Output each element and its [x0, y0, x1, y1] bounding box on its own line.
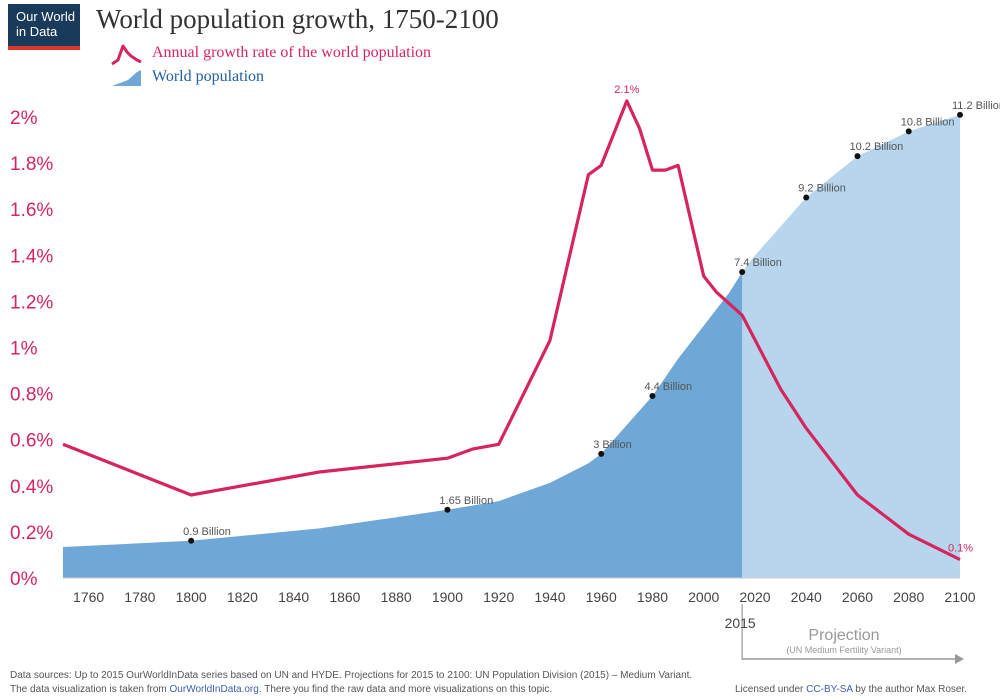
population-point-1 — [444, 506, 451, 513]
population-area-layer — [63, 114, 960, 579]
population-label-0: 0.9 Billion — [183, 526, 231, 538]
x-tick-label-2020: 2020 — [739, 589, 770, 605]
projection-label: Projection — [808, 627, 879, 644]
axes-layer: 0% 0.2% 0.4% 0.6% 0.8% 1% 1.2% 1.4% 1.6% 1.8% 2% 17… — [10, 108, 976, 664]
x-tick-label-1860: 1860 — [329, 589, 360, 605]
y-tick-label-3: 0.6% — [10, 431, 53, 452]
y-tick-label-5: 1% — [10, 339, 38, 360]
x-tick-label-1900: 1900 — [432, 589, 463, 605]
population-point-4 — [739, 268, 746, 275]
x-tick-label-1980: 1980 — [637, 589, 668, 605]
y-tick-label-2: 0.4% — [10, 477, 53, 498]
y-tick-label-0: 0% — [10, 569, 38, 590]
x-tick-label-1880: 1880 — [381, 589, 412, 605]
legend-population-icon — [112, 70, 141, 86]
x-tick-label-1780: 1780 — [124, 589, 155, 605]
population-label-4: 7.4 Billion — [734, 257, 782, 269]
projection-sublabel: (UN Medium Fertility Variant) — [786, 645, 901, 655]
license-link[interactable]: CC-BY-SA — [806, 684, 853, 695]
projection-arrowhead — [955, 654, 964, 664]
x-tick-label-1960: 1960 — [586, 589, 617, 605]
footer-license: Licensed under CC-BY-SA by the author Ma… — [735, 684, 967, 695]
population-label-5: 9.2 Billion — [798, 183, 846, 195]
x-tick-label-2015: 2015 — [725, 615, 756, 631]
population-points-layer: 0.9 Billion 1.65 Billion 3 Billion 4.4 Bill… — [183, 100, 1000, 544]
x-tick-label-1840: 1840 — [278, 589, 309, 605]
y-tick-label-9: 1.8% — [10, 154, 53, 175]
x-tick-label-2100: 2100 — [944, 589, 975, 605]
y-tick-label-10: 2% — [10, 108, 38, 129]
x-tick-label-1920: 1920 — [483, 589, 514, 605]
logo-line-1: Our World — [16, 9, 75, 24]
x-tick-label-1760: 1760 — [73, 589, 104, 605]
population-label-3: 4.4 Billion — [644, 381, 692, 393]
x-tick-label-2000: 2000 — [688, 589, 719, 605]
chart-title: World population growth, 1750-2100 — [96, 4, 499, 34]
license-suffix: by the author Max Roser. — [852, 684, 968, 695]
x-tick-label-2040: 2040 — [791, 589, 822, 605]
population-point-8 — [957, 111, 963, 118]
footer-viz-note: The data visualization is taken from Our… — [10, 684, 552, 695]
legend-growth-label: Annual growth rate of the world populati… — [152, 44, 432, 61]
legend-growth-icon — [111, 44, 142, 66]
population-point-7 — [905, 128, 912, 135]
owid-link[interactable]: OurWorldInData.org — [169, 684, 259, 695]
owid-logo: Our World in Data — [8, 4, 80, 50]
footer-sources: Data sources: Up to 2015 OurWorldInData … — [10, 670, 693, 681]
logo-line-2: in Data — [16, 24, 58, 39]
x-tick-label-1820: 1820 — [227, 589, 258, 605]
population-area-historical — [63, 272, 743, 578]
growth-label-1: 0.1% — [948, 543, 973, 555]
population-point-3 — [649, 393, 656, 400]
x-tick-label-1800: 1800 — [176, 589, 207, 605]
y-tick-label-1: 0.2% — [10, 523, 53, 544]
population-area-projection — [742, 114, 960, 579]
footer-viz-prefix: The data visualization is taken from — [10, 684, 170, 695]
x-tick-label-2080: 2080 — [893, 589, 924, 605]
y-tick-label-8: 1.6% — [10, 200, 53, 221]
population-point-0 — [188, 537, 195, 544]
legend-icons — [111, 44, 142, 86]
population-point-2 — [598, 450, 605, 457]
y-tick-label-4: 0.8% — [10, 385, 53, 406]
population-label-1: 1.65 Billion — [439, 495, 493, 507]
x-tick-label-2060: 2060 — [842, 589, 873, 605]
legend-population-label: World population — [152, 68, 265, 85]
population-point-5 — [803, 194, 810, 201]
y-tick-label-7: 1.4% — [10, 246, 53, 267]
population-point-6 — [854, 153, 861, 160]
x-tick-label-1940: 1940 — [534, 589, 565, 605]
population-label-8: 11.2 Billion — [952, 100, 1000, 112]
footer-viz-suffix: . There you find the raw data and more v… — [258, 684, 553, 695]
y-tick-label-6: 1.2% — [10, 292, 53, 313]
population-label-6: 10.2 Billion — [849, 141, 903, 153]
growth-line-layer: 2.1% 0.1% — [62, 84, 973, 562]
population-label-2: 3 Billion — [593, 439, 632, 451]
population-label-7: 10.8 Billion — [901, 116, 955, 128]
growth-label-0: 2.1% — [614, 84, 639, 96]
growth-rate-line — [62, 99, 961, 562]
license-prefix: Licensed under — [735, 684, 807, 695]
